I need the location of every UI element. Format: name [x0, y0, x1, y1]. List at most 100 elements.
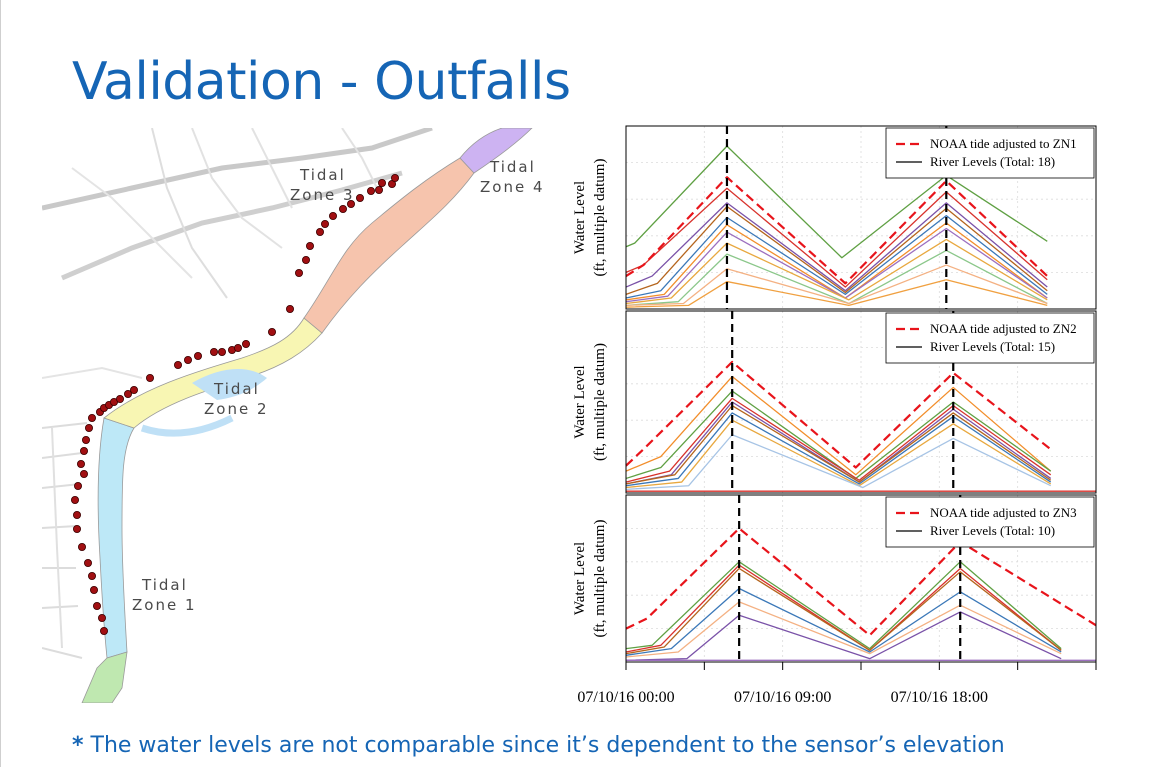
legend: NOAA tide adjusted to ZN2 River Levels (T… [885, 312, 1095, 364]
y-axis-label-units: (ft, multiple datum) [592, 343, 608, 461]
y-axis-label: Water Level [572, 542, 588, 615]
x-tick-label: 07/10/16 09:00 [734, 689, 831, 706]
outfall-markers [70, 174, 399, 635]
outfall-marker [217, 347, 226, 356]
outfall-marker [72, 524, 81, 533]
outfall-marker [390, 174, 399, 183]
river-level-line [625, 145, 1048, 259]
legend-box [885, 127, 1095, 179]
zone-4-label-line1: Tidal [489, 158, 536, 176]
y-axis-label-units: (ft, multiple datum) [592, 159, 608, 277]
road-network [42, 128, 433, 659]
river-level-line [625, 238, 1048, 305]
river-level-line [625, 412, 1052, 487]
river-level-line [625, 567, 1062, 655]
panel-frame [625, 310, 1097, 494]
zone-2-bay-region [192, 368, 267, 400]
outfall-marker [294, 268, 303, 277]
legend-label-noaa: NOAA tide adjusted to ZN1 [930, 136, 1077, 151]
outfall-marker [374, 186, 383, 195]
river-level-line [625, 404, 1052, 485]
outfall-marker [328, 212, 337, 221]
zone-3-label-line1: Tidal [299, 166, 346, 184]
river-level-line [625, 215, 1048, 299]
zone-3-label-line2: Zone 3 [290, 186, 355, 204]
river-level-line [625, 375, 1052, 476]
river-level-line [625, 227, 1048, 303]
river-level-line [625, 564, 1062, 653]
river-level-line [625, 397, 1052, 483]
legend-label-river: River Levels (Total: 18) [930, 154, 1055, 169]
outfall-marker [80, 446, 89, 455]
panel-frame [625, 125, 1097, 310]
x-tick-label: 07/10/16 18:00 [891, 689, 988, 706]
outfall-marker [88, 413, 97, 422]
outfall-marker [338, 205, 347, 214]
outfall-marker [346, 200, 355, 209]
river-level-line [625, 205, 1048, 295]
zone-1-label-line2: Zone 1 [132, 596, 197, 614]
outfall-marker [193, 351, 202, 360]
outfall-marker [233, 343, 242, 352]
outfall-marker [320, 220, 329, 229]
river-level-line [625, 601, 1062, 658]
noaa-tide-line [625, 360, 1052, 469]
legend-label-river: River Levels (Total: 15) [930, 339, 1055, 354]
legend-box [885, 496, 1095, 548]
outfall-marker [84, 558, 93, 567]
zone-2-label-line2: Zone 2 [204, 400, 269, 418]
legend: NOAA tide adjusted to ZN3 River Levels (T… [885, 496, 1095, 548]
outfall-marker [301, 255, 310, 264]
tidal-zone-map: Tidal Zone 1 Tidal Zone 2 Tidal Zone 3 T… [42, 128, 545, 703]
zone-1-south-region [81, 651, 128, 703]
zone-2-creek [140, 414, 234, 437]
outfall-marker [377, 179, 386, 188]
footnote-star: * [72, 733, 84, 758]
outfall-marker [82, 435, 91, 444]
footnote: * The water levels are not comparable si… [72, 733, 1005, 758]
river-level-line [625, 222, 1048, 301]
river-level-line [625, 611, 1062, 661]
outfall-marker [77, 459, 86, 468]
river-level-line [625, 264, 1048, 306]
zone-4-region [459, 128, 533, 174]
slide-border [0, 0, 1, 767]
outfall-marker [173, 360, 182, 369]
river-level-line [625, 587, 1062, 656]
river-level-line [625, 202, 1048, 292]
outfall-marker [93, 601, 102, 610]
zone-1-label-line1: Tidal [141, 576, 188, 594]
y-axis-label-units: (ft, multiple datum) [592, 520, 608, 638]
outfall-marker [355, 194, 364, 203]
outfall-marker [305, 242, 314, 251]
outfall-marker [78, 542, 87, 551]
outfall-marker [116, 394, 125, 403]
outfall-marker [98, 613, 107, 622]
river-level-line [625, 390, 1052, 480]
water-level-charts: NOAA tide adjusted to ZN1 River Levels (T… [572, 125, 1097, 706]
y-axis-label: Water Level [572, 365, 588, 438]
footnote-text: The water levels are not comparable sinc… [90, 733, 1005, 758]
outfall-marker [285, 304, 294, 313]
zone-1-region [97, 417, 135, 659]
slide-title: Validation - Outfalls [72, 52, 571, 112]
x-tick-label: 07/10/16 00:00 [577, 689, 674, 706]
outfall-marker [366, 187, 375, 196]
zone-4-label-line2: Zone 4 [480, 178, 545, 196]
outfall-marker [88, 571, 97, 580]
outfall-marker [183, 355, 192, 364]
zone-2-label-line1: Tidal [213, 380, 260, 398]
outfall-marker [315, 228, 324, 237]
outfall-marker [146, 373, 155, 382]
outfall-marker [124, 389, 133, 398]
legend-label-river: River Levels (Total: 10) [930, 523, 1055, 538]
outfall-marker [74, 481, 83, 490]
chart-panel: NOAA tide adjusted to ZN1 River Levels (T… [572, 125, 1097, 310]
noaa-tide-line [625, 176, 1049, 285]
river-level-line [625, 249, 1048, 306]
outfall-marker [130, 385, 139, 394]
outfall-marker [100, 626, 109, 635]
outfall-marker [70, 495, 79, 504]
chart-panel: NOAA tide adjusted to ZN3 River Levels (T… [572, 494, 1097, 663]
y-axis-label: Water Level [572, 181, 588, 254]
